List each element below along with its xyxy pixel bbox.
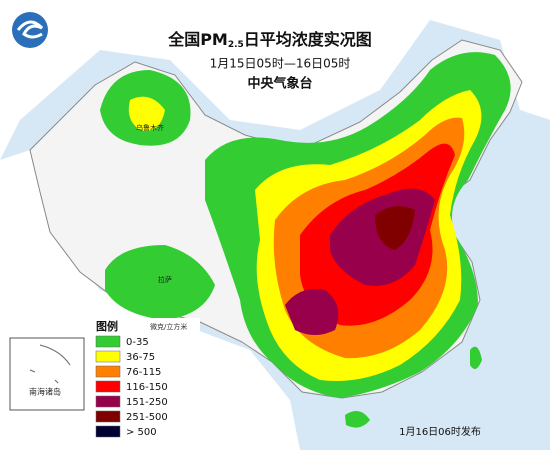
pollution-area [105, 245, 215, 320]
title: 全国PM2.5日平均浓度实况图 [167, 30, 372, 50]
city-label: 乌鲁木齐 [136, 123, 164, 132]
logo-mark [16, 20, 44, 39]
logo [12, 12, 48, 48]
legend-label: 76-115 [126, 367, 161, 378]
inset-box [9, 337, 85, 411]
legend-swatch [95, 335, 121, 348]
legend-swatch [95, 410, 121, 423]
legend-swatch [95, 395, 121, 408]
title-part: 日平均浓度实况图 [244, 30, 372, 49]
title-subscript: 2.5 [228, 40, 244, 50]
legend-swatch [95, 350, 121, 363]
legend-label: 116-150 [126, 382, 168, 393]
legend-label: 36-75 [126, 352, 155, 363]
island [345, 411, 370, 428]
pollution-area [375, 206, 415, 250]
legend-label: 251-500 [126, 412, 168, 423]
subtitle: 1月15日05时—16日05时 [210, 57, 351, 71]
legend-label: 151-250 [126, 397, 168, 408]
footer: 1月16日06时发布 [399, 425, 481, 438]
pollution-area [285, 289, 339, 335]
legend-swatch [95, 425, 121, 438]
legend-label: 0-35 [126, 337, 149, 348]
inset-label: 南海诸岛 [29, 387, 61, 397]
legend-unit: 微克/立方米 [150, 322, 187, 331]
island [470, 346, 482, 369]
legend-title: 图例 [96, 319, 118, 333]
legend-swatch [95, 380, 121, 393]
city-label: 拉萨 [158, 275, 172, 284]
title-part: 全国PM [167, 30, 228, 49]
neighbor-land [0, 0, 550, 160]
legend-swatch [95, 365, 121, 378]
agency: 中央气象台 [247, 76, 312, 92]
legend-items: 0-35 36-75 76-115 116-150 151-250 251-500 > 50… [95, 335, 168, 438]
inset-islands [29, 344, 71, 384]
legend-label: > 500 [126, 427, 157, 438]
pollution-area [128, 96, 165, 131]
